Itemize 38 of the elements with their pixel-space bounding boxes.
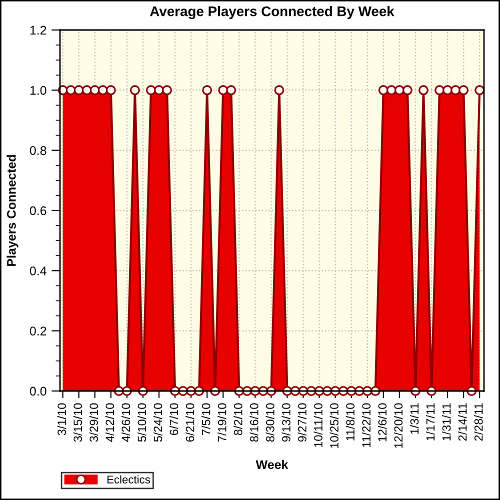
x-tick-label: 9/13/10 bbox=[282, 403, 290, 442]
x-tick-label: 2/28/11 bbox=[474, 403, 483, 441]
x-tick-label: 11/8/10 bbox=[346, 403, 355, 440]
y-tick-label: 0.4 bbox=[30, 266, 46, 276]
y-tick-label: 0.8 bbox=[30, 146, 46, 155]
x-tick-label: 12/20/10 bbox=[394, 403, 403, 448]
x-tick-label: 5/10/10 bbox=[137, 403, 146, 442]
x-tick-label: 7/5/10 bbox=[202, 403, 210, 436]
x-tick-label: 12/6/10 bbox=[378, 403, 387, 442]
y-tick-label: 1.2 bbox=[30, 26, 46, 35]
x-axis-title: Week bbox=[256, 460, 288, 470]
y-tick-label: 0.0 bbox=[30, 386, 46, 396]
x-tick-label: 9/27/10 bbox=[298, 403, 306, 442]
x-tick-label: 3/15/10 bbox=[73, 403, 82, 442]
legend-label: Eclectics bbox=[107, 475, 150, 484]
y-tick-label: 0.2 bbox=[30, 326, 46, 336]
x-tick-label: 6/7/10 bbox=[170, 403, 178, 436]
x-tick-label: 10/11/10 bbox=[314, 403, 322, 447]
chart-title: Average Players Connected By Week bbox=[150, 6, 394, 20]
x-tick-label: 4/12/10 bbox=[105, 403, 114, 442]
x-tick-label: 10/25/10 bbox=[330, 403, 338, 448]
x-tick-label: 1/3/11 bbox=[410, 403, 419, 434]
x-tick-label: 1/17/11 bbox=[426, 403, 435, 440]
x-tick-label: 2/14/11 bbox=[458, 403, 467, 441]
x-tick-label: 5/24/10 bbox=[153, 403, 162, 442]
x-tick-label: 3/29/10 bbox=[89, 403, 98, 442]
y-axis-title: Players Connected bbox=[6, 155, 18, 266]
x-tick-label: 4/26/10 bbox=[121, 403, 130, 442]
x-tick-label: 11/22/10 bbox=[362, 403, 371, 447]
x-tick-label: 7/19/10 bbox=[218, 403, 226, 442]
x-tick-label: 8/16/10 bbox=[250, 403, 258, 442]
y-tick-label: 1.0 bbox=[30, 86, 46, 95]
x-tick-label: 8/2/10 bbox=[234, 403, 242, 436]
x-tick-label: 1/31/11 bbox=[442, 403, 451, 440]
y-tick-label: 0.6 bbox=[30, 206, 46, 216]
x-tick-label: 8/30/10 bbox=[266, 403, 274, 442]
x-tick-label: 3/1/10 bbox=[57, 403, 66, 436]
x-tick-label: 6/21/10 bbox=[186, 403, 194, 442]
